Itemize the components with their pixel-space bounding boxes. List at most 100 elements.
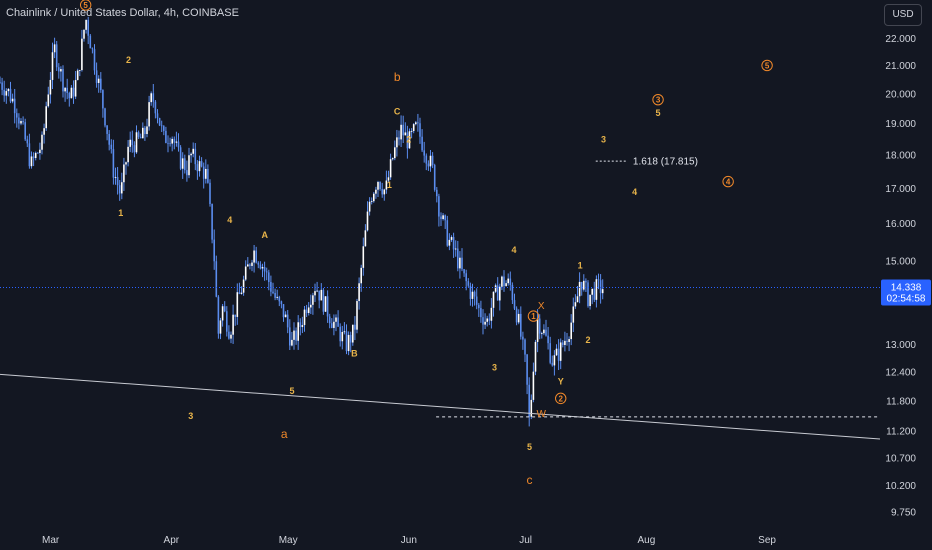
candle-body <box>240 292 243 294</box>
wave-label[interactable]: Y <box>558 377 564 387</box>
candle-body <box>190 153 192 156</box>
wave-label[interactable]: 3 <box>188 411 193 421</box>
candle-body <box>469 285 472 299</box>
wave-label[interactable]: 3 <box>656 96 661 105</box>
candle-body <box>398 137 400 140</box>
candle-body <box>226 311 228 332</box>
currency-button[interactable]: USD <box>884 4 922 26</box>
wave-label[interactable]: b <box>394 70 401 84</box>
candle-body <box>295 330 297 341</box>
candle-body <box>534 341 537 372</box>
wave-label[interactable]: X <box>538 301 545 312</box>
candle-body <box>396 137 398 148</box>
wave-label[interactable]: 4 <box>511 245 516 255</box>
trendline[interactable] <box>0 373 881 440</box>
candle-body <box>205 168 207 179</box>
candle-body <box>366 211 369 231</box>
wave-label[interactable]: a <box>281 427 288 441</box>
candle-body <box>305 309 308 313</box>
wave-label[interactable]: 1 <box>387 180 392 190</box>
wave-label[interactable]: 2 <box>406 134 411 144</box>
symbol-legend[interactable]: Chainlink / United States Dollar, 4h, CO… <box>6 7 239 19</box>
wave-label[interactable]: 3 <box>492 362 497 372</box>
candle-body <box>339 326 341 342</box>
wave-label[interactable]: 3 <box>601 134 606 144</box>
candle-body <box>167 142 169 144</box>
candle-body <box>110 144 113 150</box>
candle-body <box>30 156 33 167</box>
candle-body <box>49 79 52 95</box>
candle-body <box>377 182 379 190</box>
candle-body <box>362 246 365 268</box>
wave-label[interactable]: 5 <box>765 61 770 70</box>
candle-body <box>18 117 20 124</box>
candle-body <box>47 94 50 107</box>
wave-label[interactable]: 5 <box>527 442 532 452</box>
candle-body <box>76 70 79 81</box>
time-axis-panel[interactable] <box>0 527 932 550</box>
candle-body <box>480 308 482 318</box>
candle-body <box>364 230 367 247</box>
candle-body <box>228 331 230 339</box>
candle-body <box>520 313 522 337</box>
candle-body <box>303 309 306 326</box>
candle-body <box>263 267 266 272</box>
wave-label[interactable]: c <box>527 473 533 487</box>
candle-body <box>387 177 390 181</box>
candle-body <box>360 267 362 284</box>
candle-body <box>114 177 117 178</box>
candle-body <box>301 325 304 328</box>
last-price-value: 14.338 <box>891 282 922 293</box>
drawings: 1.618 (17.815) <box>0 157 881 440</box>
wave-label[interactable]: 2 <box>126 55 131 65</box>
wave-label[interactable]: 1 <box>578 260 583 270</box>
candle-body <box>562 342 564 345</box>
wave-label[interactable]: W <box>537 409 547 420</box>
candle-body <box>400 124 402 140</box>
candle-body <box>72 87 75 97</box>
candle-body <box>198 161 201 172</box>
candle-body <box>118 185 121 194</box>
candle-body <box>375 189 377 194</box>
candle-body <box>322 289 325 312</box>
wave-label[interactable]: 2 <box>558 394 563 403</box>
candle-body <box>196 164 199 172</box>
wave-label[interactable]: 1 <box>118 208 123 218</box>
wave-label[interactable]: 5 <box>290 386 295 396</box>
wave-label[interactable]: 4 <box>227 215 232 225</box>
last-price-badge <box>881 279 931 306</box>
candle-body <box>148 102 150 127</box>
candle-body <box>404 132 407 136</box>
candle-body <box>440 216 442 220</box>
candle-body <box>200 161 203 167</box>
candle-body <box>465 273 467 282</box>
candle-body <box>587 282 589 306</box>
wave-label[interactable]: C <box>394 107 401 117</box>
candle-body <box>320 289 323 301</box>
candle-body <box>192 148 194 154</box>
candle-body <box>251 262 253 266</box>
wave-label[interactable]: 4 <box>632 187 637 197</box>
candle-body <box>333 321 335 328</box>
wave-label[interactable]: B <box>351 349 358 359</box>
wave-label[interactable]: 5 <box>656 108 661 118</box>
candle-body <box>314 291 316 296</box>
candle-body <box>412 124 415 132</box>
wave-label[interactable]: A <box>262 230 269 240</box>
candle-body <box>555 348 558 356</box>
candle-body <box>559 342 562 361</box>
candle-body <box>331 323 333 328</box>
candle-body <box>265 271 268 273</box>
candle-body <box>253 250 255 263</box>
wave-label[interactable]: 2 <box>585 335 590 345</box>
candle-body <box>108 133 110 145</box>
price-axis-panel[interactable] <box>880 0 932 550</box>
wave-label[interactable]: 4 <box>726 178 731 187</box>
wave-label[interactable]: 5 <box>83 1 88 10</box>
candle-body <box>146 126 148 135</box>
candle-body <box>486 318 488 322</box>
candle-body <box>528 384 530 417</box>
wave-label[interactable]: 1 <box>531 312 536 321</box>
candle-body <box>289 327 291 346</box>
